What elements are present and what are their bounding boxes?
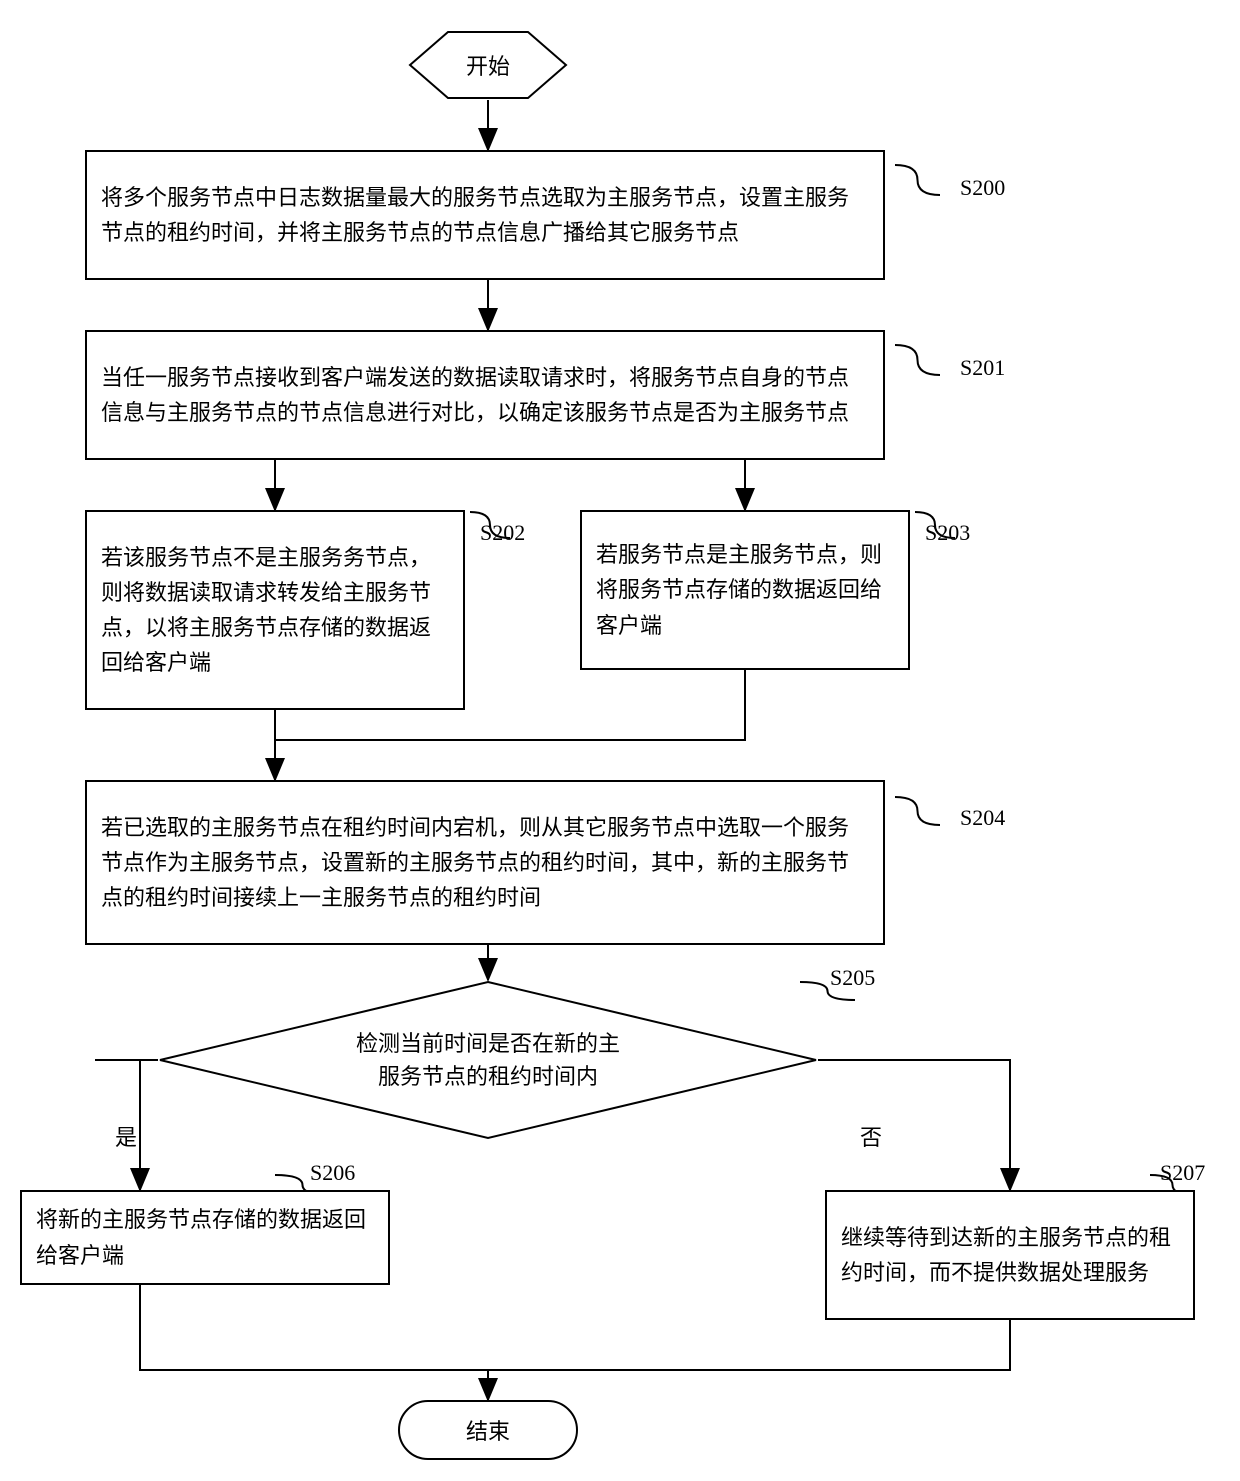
step-s201-label: S201 — [960, 355, 1005, 381]
step-s206-label: S206 — [310, 1160, 355, 1186]
step-s203: 若服务节点是主服务节点，则将服务节点存储的数据返回给客户端 — [580, 510, 910, 670]
step-s202-text: 若该服务节点不是主服务务节点，则将数据读取请求转发给主服务节点，以将主服务节点存… — [101, 540, 449, 681]
decision-s205: 检测当前时间是否在新的主 服务节点的租约时间内 — [158, 980, 818, 1140]
step-s207-text: 继续等待到达新的主服务节点的租约时间，而不提供数据处理服务 — [841, 1220, 1179, 1290]
step-s204: 若已选取的主服务节点在租约时间内宕机，则从其它服务节点中选取一个服务节点作为主服… — [85, 780, 885, 945]
step-s201-text: 当任一服务节点接收到客户端发送的数据读取请求时，将服务节点自身的节点信息与主服务… — [101, 360, 869, 430]
step-s206-text: 将新的主服务节点存储的数据返回给客户端 — [36, 1202, 374, 1272]
end-terminator: 结束 — [398, 1400, 578, 1460]
step-s205-label: S205 — [830, 965, 875, 991]
step-s201: 当任一服务节点接收到客户端发送的数据读取请求时，将服务节点自身的节点信息与主服务… — [85, 330, 885, 460]
start-terminator: 开始 — [408, 30, 568, 100]
step-s202: 若该服务节点不是主服务务节点，则将数据读取请求转发给主服务节点，以将主服务节点存… — [85, 510, 465, 710]
decision-s205-line1: 检测当前时间是否在新的主 — [356, 1027, 620, 1060]
end-label: 结束 — [466, 1414, 510, 1446]
step-s204-text: 若已选取的主服务节点在租约时间内宕机，则从其它服务节点中选取一个服务节点作为主服… — [101, 810, 869, 916]
step-s200: 将多个服务节点中日志数据量最大的服务节点选取为主服务节点，设置主服务节点的租约时… — [85, 150, 885, 280]
step-s206: 将新的主服务节点存储的数据返回给客户端 — [20, 1190, 390, 1285]
step-s204-label: S204 — [960, 805, 1005, 831]
flowchart-canvas: 开始 将多个服务节点中日志数据量最大的服务节点选取为主服务节点，设置主服务节点的… — [0, 0, 1240, 1481]
step-s200-text: 将多个服务节点中日志数据量最大的服务节点选取为主服务节点，设置主服务节点的租约时… — [101, 180, 869, 250]
step-s203-label: S203 — [925, 520, 970, 546]
start-label: 开始 — [408, 30, 568, 100]
step-s207: 继续等待到达新的主服务节点的租约时间，而不提供数据处理服务 — [825, 1190, 1195, 1320]
step-s203-text: 若服务节点是主服务节点，则将服务节点存储的数据返回给客户端 — [596, 537, 894, 643]
step-s207-label: S207 — [1160, 1160, 1205, 1186]
step-s202-label: S202 — [480, 520, 525, 546]
decision-no-label: 否 — [860, 1120, 882, 1152]
decision-yes-label: 是 — [115, 1120, 137, 1152]
step-s200-label: S200 — [960, 175, 1005, 201]
decision-s205-line2: 服务节点的租约时间内 — [378, 1060, 598, 1093]
